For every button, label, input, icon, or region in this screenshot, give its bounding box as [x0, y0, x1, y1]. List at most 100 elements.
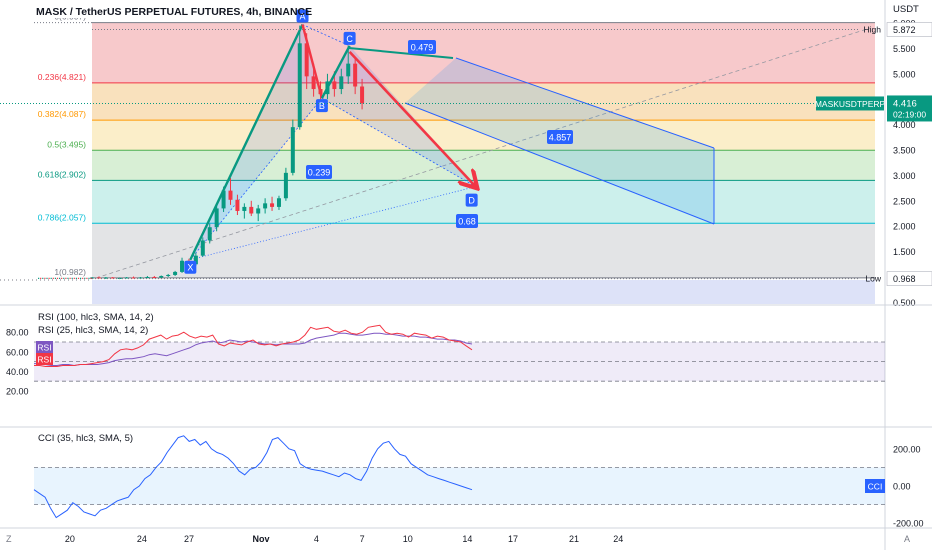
fib-label: 0(6.007) — [54, 12, 86, 22]
candle-tick — [46, 277, 48, 279]
cci-label: CCI (35, hlc3, SMA, 5) — [38, 433, 133, 444]
candle-tick — [90, 277, 92, 279]
cci-tag: CCI — [868, 482, 883, 492]
cci-line[interactable] — [33, 435, 473, 519]
cci-pane[interactable]: CCI 200.00 0.00 -200.00 — [33, 435, 924, 529]
candle-tick — [50, 277, 52, 279]
pattern-point-d[interactable]: D — [465, 193, 478, 207]
trend-line[interactable] — [95, 27, 871, 279]
pattern-point-a[interactable]: A — [296, 9, 309, 23]
candle-tick — [44, 277, 46, 279]
point-bg — [465, 193, 478, 207]
currency-label: USDT — [893, 4, 919, 15]
price-tick: 3.000 — [893, 171, 916, 181]
fib-label: 0.236(4.821) — [38, 72, 86, 82]
xabcd-pattern[interactable]: X A B C D 0.239 0.479 4.857 0.68 — [184, 9, 573, 274]
rsi-pane[interactable]: RSI RSI 80.00 60.00 40.00 20.00 — [6, 324, 885, 397]
time-tick: 14 — [462, 534, 472, 544]
pattern-leg-bc[interactable] — [320, 45, 351, 99]
point-bg — [296, 9, 309, 23]
low-value-bg — [886, 271, 932, 286]
ratio-badge-bd[interactable]: 4.857 — [547, 130, 573, 144]
candle-body — [200, 240, 205, 256]
candle — [152, 275, 157, 279]
candle — [173, 270, 178, 276]
candle-body — [235, 199, 240, 211]
candle-body — [304, 43, 309, 77]
candle-tick — [69, 277, 71, 279]
ratio-badge-ac-text: 0.479 — [411, 43, 434, 53]
candle-body — [110, 277, 115, 279]
cci-tick: 200.00 — [893, 444, 921, 454]
point-label: A — [300, 12, 306, 22]
pattern-leg-ab[interactable] — [301, 24, 324, 99]
candle-body — [290, 127, 295, 173]
last-price-bg[interactable] — [887, 95, 932, 122]
time-tick: 27 — [184, 534, 194, 544]
price-axis[interactable]: 6.0005.5005.0004.5004.0003.5003.0002.500… — [0, 19, 932, 308]
point-label: C — [346, 34, 353, 44]
rsi-label-1: RSI (100, hlc3, SMA, 14, 2) — [38, 312, 154, 323]
candle-body — [353, 63, 358, 87]
symbol-tag-bg[interactable] — [816, 96, 884, 111]
zoom-icon[interactable]: Z — [6, 534, 12, 544]
pattern-point-c[interactable]: C — [343, 31, 356, 45]
auto-scale-icon[interactable]: A — [904, 534, 910, 544]
pattern-point-b[interactable]: B — [315, 99, 328, 113]
pattern-xd-line — [190, 186, 476, 261]
candle — [360, 78, 365, 110]
pattern-ac-line — [302, 24, 350, 47]
candle — [256, 204, 261, 222]
candle — [214, 204, 219, 232]
rsi-tick: 40.00 — [6, 367, 29, 377]
candle — [339, 68, 344, 95]
rsi-tick: 20.00 — [6, 387, 29, 397]
pattern-point-x[interactable]: X — [184, 260, 197, 274]
candle-body — [138, 277, 143, 279]
point-bg — [343, 31, 356, 45]
candle-body — [193, 255, 198, 265]
pattern-leg-xa[interactable] — [189, 24, 304, 261]
candle — [242, 203, 247, 219]
candle-tick — [59, 277, 61, 279]
candle — [353, 58, 358, 95]
ratio-badge-ac[interactable]: 0.479 — [408, 40, 436, 54]
price-tick: 3.500 — [893, 146, 916, 156]
ratio-badge-xd[interactable]: 0.68 — [456, 214, 478, 228]
candle — [207, 223, 212, 244]
candle — [235, 194, 240, 216]
symbol-tag: MASKUSDTPERP — [815, 99, 886, 109]
point-label: B — [319, 101, 325, 111]
candle-tick — [75, 277, 77, 279]
candle-tick — [38, 277, 40, 279]
rsi-25-line[interactable] — [34, 332, 473, 367]
high-value-bg — [886, 22, 932, 37]
candle-body — [124, 277, 129, 279]
candle — [283, 167, 288, 201]
fib-retracement[interactable]: 0(6.007) 0.236(4.821) 0.382(4.087) 0.5(3.49… — [0, 12, 875, 304]
fib-label: 1(0.982) — [54, 267, 86, 277]
candle-body — [249, 206, 254, 214]
countdown: 02:19:00 — [893, 109, 926, 119]
price-tick: 5.500 — [893, 44, 916, 54]
fib-zone — [92, 120, 875, 151]
channel-lower-line[interactable] — [404, 102, 715, 225]
fib-label: 0.618(2.902) — [38, 169, 86, 179]
candle-body — [297, 43, 302, 128]
candle-body — [360, 86, 365, 104]
time-axis[interactable]: 20 24 27 Nov 4 7 10 14 17 21 24 Z A — [6, 534, 910, 544]
pattern-leg-bc-tail — [347, 46, 454, 59]
pattern-leg-cd[interactable] — [348, 50, 476, 187]
candle-tick — [73, 277, 75, 279]
rsi-100-line[interactable] — [34, 324, 473, 367]
ratio-badge-xb[interactable]: 0.239 — [306, 165, 332, 179]
pattern-triangle-bcd — [321, 45, 476, 187]
candle — [290, 119, 295, 176]
candle-tick — [42, 277, 44, 279]
price-tick: 2.000 — [893, 222, 916, 232]
cci-tag-bg — [865, 479, 885, 493]
candle — [276, 195, 281, 210]
low-label: Low — [865, 274, 881, 284]
